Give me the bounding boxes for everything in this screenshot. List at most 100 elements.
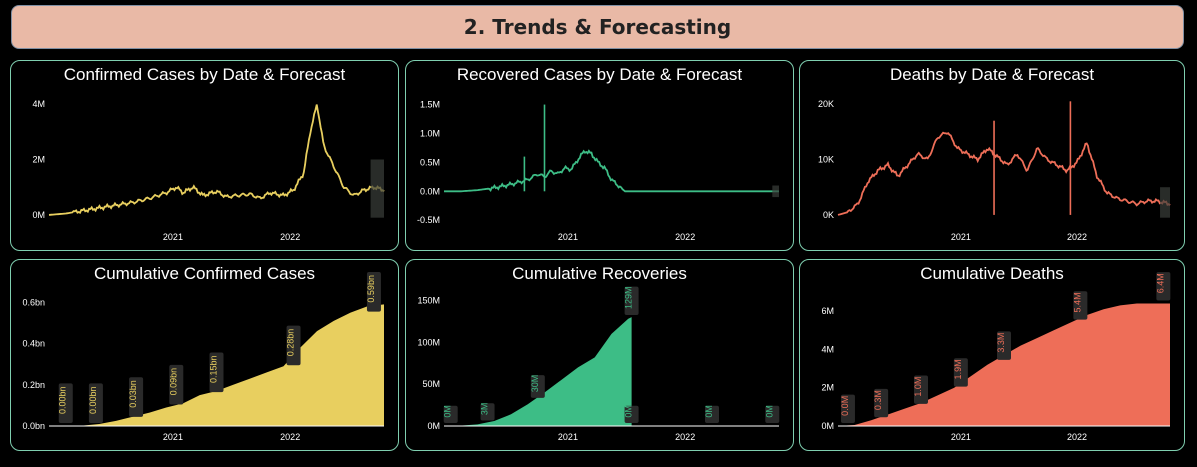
data-label: 0.3M — [873, 388, 889, 418]
data-label-box — [705, 405, 719, 423]
chart-cum-deaths: 0M 2M 4M 6M 2021 2022 0.0M 0.3M 1.0M 1.9M 3.3M 5.4M… — [821, 272, 1171, 442]
y-tick-label: 6M — [821, 306, 834, 316]
x-tick-label: 2022 — [1067, 232, 1087, 242]
panel-cum-recovered: Cumulative Recoveries 0M 50M 100M 150M 2021 2… — [405, 259, 794, 451]
chart-title: Confirmed Cases by Date & Forecast — [63, 65, 346, 84]
line-series — [48, 104, 385, 216]
y-tick-label: 1.0M — [420, 128, 440, 138]
data-label: 5.4M — [1072, 291, 1088, 320]
x-tick-label: 2021 — [951, 232, 971, 242]
data-label: 30M — [530, 375, 545, 398]
data-label-text: 0.28bn — [286, 329, 296, 357]
data-label-text: 5.4M — [1072, 292, 1082, 312]
y-tick-label: 2M — [821, 383, 834, 393]
forecast-band — [370, 159, 384, 218]
y-tick-label: 0.4bn — [22, 339, 45, 349]
y-tick-label: 0M — [32, 210, 45, 220]
data-label-text: 0.0M — [840, 396, 850, 416]
x-tick-label: 2022 — [280, 432, 300, 442]
y-tick-label: 4M — [821, 344, 834, 354]
x-tick-label: 2021 — [558, 432, 578, 442]
data-label-box — [480, 403, 495, 421]
data-label: 0M — [624, 405, 639, 423]
panel-deaths: Deaths by Date & Forecast 0K 10K 20K 2021 20… — [799, 60, 1185, 251]
data-label: 0.15bn — [209, 352, 224, 393]
forecast-band — [1160, 187, 1170, 218]
x-tick-label: 2022 — [1067, 432, 1087, 442]
x-tick-label: 2021 — [163, 232, 183, 242]
data-label-text: 3M — [480, 403, 490, 416]
data-label-box — [953, 358, 968, 387]
data-label: 0.59bn — [366, 272, 381, 312]
panel-recovered: Recovered Cases by Date & Forecast -0.5M… — [405, 60, 794, 251]
data-label: 0.28bn — [286, 325, 301, 366]
data-label-box — [997, 331, 1011, 360]
data-label-box — [58, 383, 73, 423]
data-label-text: 30M — [530, 375, 540, 393]
data-label: 0.00bn — [58, 383, 73, 423]
data-label-box — [169, 364, 184, 405]
data-label: 0.00bn — [88, 383, 103, 423]
data-label-box — [286, 325, 301, 366]
y-tick-label: 0M — [427, 421, 440, 431]
data-label-box — [765, 405, 780, 423]
y-tick-label: 4M — [32, 99, 45, 109]
data-label-box — [530, 375, 545, 398]
x-tick-label: 2022 — [675, 232, 695, 242]
y-tick-label: 0K — [823, 210, 834, 220]
data-label-box — [366, 272, 381, 312]
data-label-text: 1.9M — [953, 359, 963, 379]
y-tick-label: 0.6bn — [22, 297, 45, 307]
data-label-box — [88, 383, 103, 423]
data-label-box — [624, 405, 639, 423]
y-tick-label: 1.5M — [420, 100, 440, 110]
y-tick-label: 0.0M — [420, 186, 440, 196]
line-series — [837, 131, 1171, 216]
data-label: 6.4M — [1155, 272, 1171, 301]
data-label: 0.03bn — [128, 377, 144, 417]
x-tick-label: 2021 — [163, 432, 183, 442]
data-label-text: 0.00bn — [88, 386, 98, 414]
data-label-box — [624, 286, 639, 315]
y-tick-label: 2M — [32, 155, 45, 165]
data-label: 3.3M — [996, 331, 1011, 360]
data-label-text: 1.0M — [913, 377, 923, 397]
chart-cum-confirmed: 0.0bn 0.2bn 0.4bn 0.6bn 2021 2022 0.00bn 0.00bn… — [22, 272, 384, 442]
data-label-box — [874, 388, 889, 418]
data-label-box — [1073, 291, 1088, 320]
panel-confirmed: Confirmed Cases by Date & Forecast 0M 2M 4… — [10, 60, 399, 251]
data-label: 0M — [764, 405, 780, 423]
data-label-box — [129, 377, 144, 417]
x-tick-label: 2021 — [951, 432, 971, 442]
data-label: 0M — [704, 405, 719, 423]
data-label-text: 0M — [624, 405, 634, 418]
data-label-text: 0.03bn — [128, 380, 138, 408]
line-series — [444, 149, 779, 193]
y-tick-label: 10K — [818, 155, 834, 165]
chart-recovered: -0.5M 0.0M 0.5M 1.0M 1.5M 2021 2022 — [417, 100, 779, 242]
data-label-text: 129M — [624, 287, 634, 310]
data-label-box — [914, 375, 928, 404]
x-tick-label: 2021 — [558, 232, 578, 242]
area-series — [838, 303, 1170, 426]
data-label: 0.0M — [840, 394, 855, 423]
data-label-box — [209, 352, 224, 393]
data-label-text: 0M — [764, 405, 774, 418]
chart-title: Cumulative Recoveries — [512, 264, 687, 283]
chart-title: Cumulative Confirmed Cases — [93, 264, 316, 283]
y-tick-label: -0.5M — [417, 215, 440, 225]
y-tick-label: 0.2bn — [22, 380, 45, 390]
data-label: 3M — [480, 403, 495, 421]
data-label-text: 3.3M — [996, 333, 1006, 353]
data-label-text: 0.00bn — [58, 386, 68, 414]
data-label-text: 0.59bn — [366, 275, 376, 303]
data-label-box — [1156, 272, 1171, 301]
area-series — [444, 317, 632, 426]
panel-cum-deaths: Cumulative Deaths 0M 2M 4M 6M 2021 2022 0.0M 0.… — [799, 259, 1185, 451]
data-label-box — [840, 394, 855, 423]
x-tick-label: 2022 — [280, 232, 300, 242]
y-tick-label: 0.0bn — [22, 421, 45, 431]
y-tick-label: 0.5M — [420, 157, 440, 167]
y-tick-label: 50M — [422, 379, 440, 389]
